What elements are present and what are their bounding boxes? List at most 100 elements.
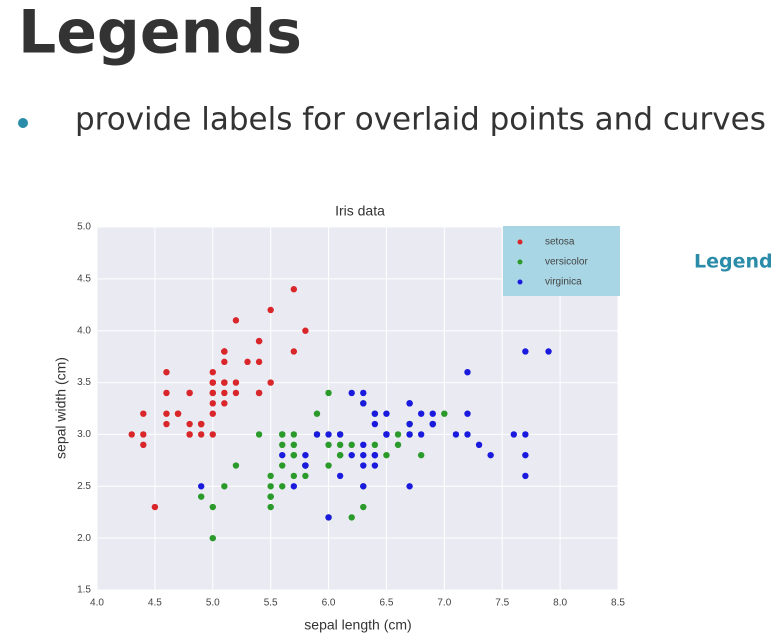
data-point	[140, 431, 147, 438]
data-point	[279, 431, 286, 438]
data-point	[545, 348, 552, 355]
data-point	[360, 389, 367, 397]
x-tick-label: 4.5	[148, 598, 162, 609]
data-point	[232, 379, 240, 386]
data-point	[371, 410, 379, 417]
y-tick-label: 4.0	[77, 325, 91, 336]
y-axis-label: sepal width (cm)	[53, 357, 69, 459]
x-tick-label: 6.0	[322, 598, 336, 609]
data-point	[267, 503, 274, 511]
data-point	[198, 420, 205, 428]
x-tick-label: 5.5	[264, 598, 278, 609]
data-point	[186, 431, 193, 438]
data-point	[313, 410, 321, 417]
data-point	[475, 441, 483, 448]
data-point	[394, 441, 402, 448]
chart-title: Iris data	[335, 203, 385, 219]
data-point	[232, 389, 240, 397]
data-point	[325, 389, 332, 397]
data-point	[221, 389, 228, 397]
y-tick-label: 3.5	[77, 377, 91, 388]
x-tick-label: 6.5	[379, 598, 393, 609]
data-point	[360, 483, 367, 490]
data-point	[232, 462, 240, 469]
data-point	[290, 441, 298, 448]
data-point	[429, 410, 436, 417]
y-tick-label: 2.5	[77, 481, 91, 492]
data-point	[255, 337, 263, 345]
data-point	[290, 472, 298, 480]
bullet-text: provide labels for overlaid points and c…	[75, 102, 766, 138]
data-point	[209, 503, 216, 511]
data-point	[151, 503, 159, 511]
data-point	[267, 306, 274, 314]
data-point	[522, 431, 529, 438]
data-point	[255, 358, 263, 366]
data-point	[209, 534, 216, 542]
data-point	[348, 389, 355, 397]
data-point	[360, 441, 367, 448]
data-point	[290, 451, 298, 459]
data-point	[244, 358, 251, 366]
data-point	[186, 420, 193, 428]
data-point	[198, 431, 205, 438]
legend-marker	[517, 259, 523, 265]
data-point	[267, 472, 274, 480]
y-tick-label: 3.0	[77, 429, 91, 440]
data-point	[267, 379, 274, 386]
data-point	[128, 431, 135, 438]
data-point	[221, 358, 228, 366]
data-point	[267, 483, 274, 490]
data-point	[325, 462, 332, 469]
data-point	[209, 369, 216, 376]
data-point	[406, 483, 413, 490]
data-point	[232, 317, 240, 324]
y-tick-label: 4.5	[77, 273, 91, 284]
data-point	[279, 462, 286, 469]
data-point	[163, 410, 170, 417]
data-point	[429, 420, 436, 428]
data-point	[221, 348, 228, 355]
data-point	[487, 451, 494, 459]
data-point	[267, 493, 274, 500]
x-axis-label: sepal length (cm)	[304, 617, 411, 633]
data-point	[290, 483, 298, 490]
data-point	[464, 410, 471, 417]
data-point	[360, 503, 367, 511]
data-point	[522, 348, 529, 355]
data-point	[255, 431, 263, 438]
legend-marker	[517, 279, 523, 285]
data-point	[336, 472, 344, 480]
data-point	[255, 389, 263, 397]
legend-marker	[517, 239, 523, 245]
bullet-dot	[18, 118, 28, 128]
data-point	[394, 431, 402, 438]
data-point	[336, 451, 344, 459]
data-point	[406, 420, 413, 428]
data-point	[279, 441, 286, 448]
data-point	[221, 400, 228, 407]
x-tick-label: 8.5	[611, 598, 625, 609]
data-point	[452, 431, 460, 438]
data-point	[290, 431, 298, 438]
data-point	[302, 451, 309, 459]
data-point	[279, 483, 286, 490]
x-tick-label: 7.5	[495, 598, 509, 609]
data-point	[464, 431, 471, 438]
data-point	[371, 451, 379, 459]
legend-annotation: Legend	[694, 251, 773, 273]
data-point	[417, 410, 425, 417]
y-tick-label: 5.0	[77, 222, 91, 233]
data-point	[198, 493, 205, 500]
data-point	[441, 410, 448, 417]
data-point	[302, 472, 309, 480]
x-tick-label: 8.0	[553, 598, 567, 609]
data-point	[302, 327, 309, 334]
data-point	[348, 451, 355, 459]
data-point	[198, 483, 205, 490]
data-point	[174, 410, 182, 417]
data-point	[163, 369, 170, 376]
data-point	[209, 400, 216, 407]
data-point	[522, 472, 529, 480]
data-point	[383, 451, 390, 459]
